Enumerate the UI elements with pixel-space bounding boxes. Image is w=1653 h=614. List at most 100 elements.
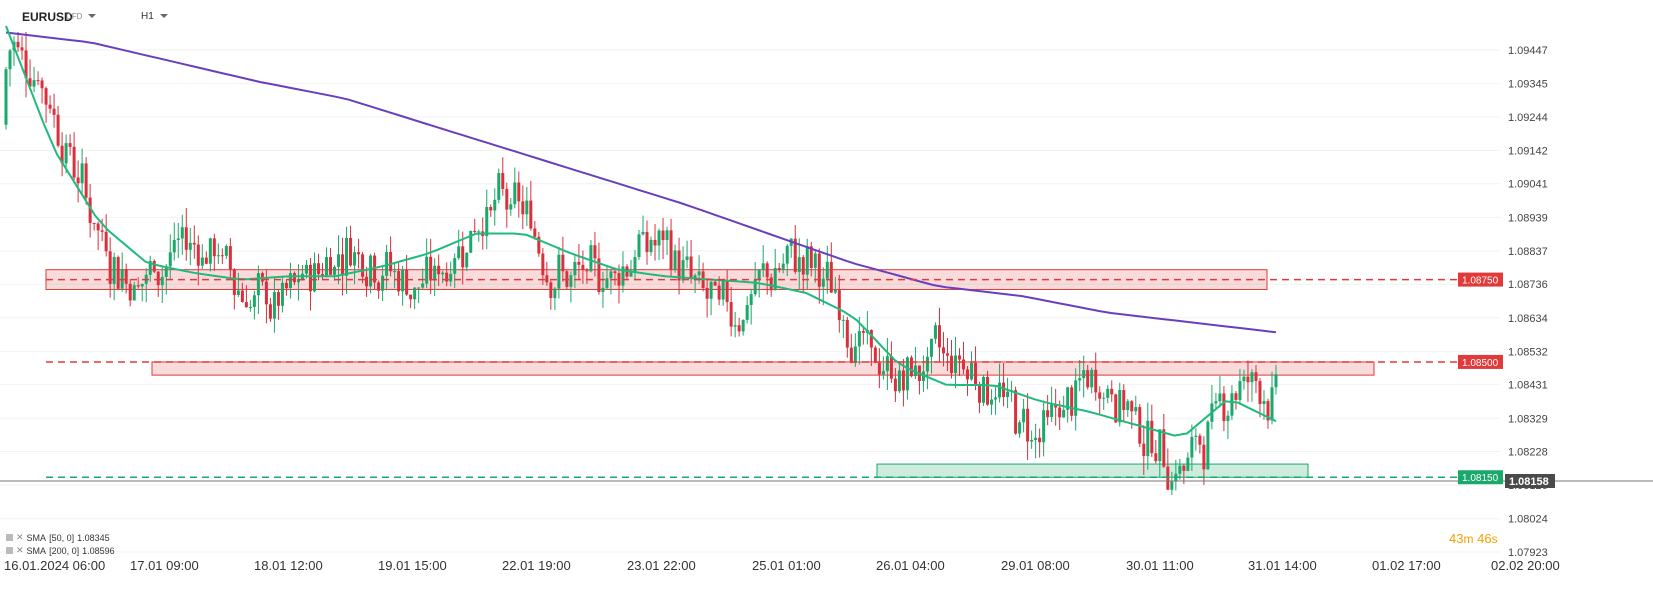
y-tick-label: 1.09447 — [1508, 45, 1548, 57]
candle-body — [769, 277, 773, 291]
price-axis[interactable]: 1.09447 1.09345 1.09244 1.09142 1.09041 1.089… — [1508, 45, 1548, 559]
candle-body — [84, 163, 88, 198]
candle-body — [1118, 390, 1122, 423]
x-tick-label: 02.02 20:00 — [1491, 558, 1560, 573]
candle-body — [1078, 378, 1082, 381]
price-zone[interactable] — [151, 361, 1375, 376]
candle-body — [585, 269, 589, 272]
candle-body — [1150, 420, 1154, 454]
candle-body — [645, 231, 649, 253]
price-level-tag-text: 1.08150 — [1462, 473, 1499, 484]
time-axis[interactable]: 16.01.2024 06:00 17.01 09:00 18.01 12:00 19… — [4, 558, 1560, 573]
candlesticks — [4, 31, 1278, 496]
candle-body — [220, 255, 224, 257]
candle-body — [617, 273, 621, 286]
y-tick-label: 1.07923 — [1508, 547, 1548, 559]
candle-body — [953, 355, 957, 374]
remove-indicator-icon[interactable]: ✕ — [16, 532, 24, 542]
candle-body — [941, 347, 945, 354]
candle-body — [990, 399, 994, 405]
price-level-tag[interactable] — [1458, 354, 1503, 369]
candle-body — [673, 250, 677, 270]
candle-body — [785, 245, 789, 264]
candle-body — [437, 265, 441, 275]
candle-body — [1166, 466, 1170, 490]
candle-body — [316, 263, 320, 275]
candle-body — [168, 252, 172, 267]
candle-body — [1246, 376, 1250, 383]
candle-body — [573, 261, 577, 276]
candle-body — [1034, 437, 1038, 441]
y-tick-label: 1.08736 — [1508, 279, 1548, 291]
symbol-name[interactable]: EURUSD — [22, 10, 73, 24]
candle-body — [697, 271, 701, 276]
candle-body — [665, 230, 669, 241]
y-tick-label: 1.09041 — [1508, 179, 1548, 191]
candle-body — [1226, 415, 1230, 421]
candle-body — [633, 257, 637, 272]
candle-body — [60, 145, 64, 164]
candle-body — [845, 319, 849, 348]
candle-body — [473, 230, 477, 232]
candle-body — [733, 325, 737, 327]
x-tick-label: 17.01 09:00 — [130, 558, 199, 573]
candle-body — [653, 239, 657, 246]
candle-body — [609, 271, 613, 279]
candle-body — [284, 282, 288, 289]
candle-body — [1202, 444, 1206, 470]
candle-body — [745, 305, 749, 320]
candle-body — [689, 256, 693, 278]
candle-body — [433, 265, 437, 281]
candle-body — [80, 163, 84, 184]
timeframe-dropdown-icon[interactable] — [160, 14, 168, 18]
candle-body — [1018, 422, 1022, 434]
remove-indicator-icon[interactable]: ✕ — [16, 545, 24, 555]
candle-body — [601, 287, 605, 293]
price-zone[interactable] — [876, 463, 1309, 478]
candle-body — [909, 357, 913, 377]
x-tick-label: 23.01 22:00 — [627, 558, 696, 573]
candle-body — [1134, 407, 1138, 412]
candle-body — [857, 331, 861, 347]
indicator-settings-icon[interactable] — [6, 547, 13, 554]
timeframe-selector[interactable]: H1 — [141, 11, 154, 22]
candle-body — [333, 266, 337, 275]
candle-body — [994, 397, 998, 400]
candle-body — [461, 246, 465, 268]
candle-body — [1190, 436, 1194, 458]
legend-sma50: ✕ SMA [50, 0] 1.08345 — [6, 531, 115, 544]
candle-body — [397, 271, 401, 292]
legend-sma200: ✕ SMA [200, 0] 1.08596 — [6, 544, 115, 557]
candle-body — [685, 256, 689, 261]
candle-body — [1258, 381, 1262, 404]
y-tick-label: 1.09244 — [1508, 112, 1548, 124]
candle-body — [829, 261, 833, 293]
candle-body — [1030, 440, 1034, 442]
candle-body — [1162, 429, 1166, 467]
candle-body — [974, 363, 978, 385]
candle-body — [252, 295, 256, 308]
candle-body — [1070, 387, 1074, 416]
candle-body — [517, 182, 521, 202]
price-level-tag[interactable] — [1458, 470, 1503, 485]
candle-body — [1230, 393, 1234, 416]
candle-body — [1198, 435, 1202, 445]
candle-body — [581, 264, 585, 270]
candle-body — [493, 199, 497, 211]
indicator-settings-icon[interactable] — [6, 534, 13, 541]
candle-body — [793, 238, 797, 272]
candle-body — [20, 47, 24, 51]
legend-name: SMA — [26, 532, 47, 543]
candle-body — [52, 108, 56, 115]
candle-body — [873, 347, 877, 363]
candle-body — [677, 250, 681, 281]
price-level-tag[interactable] — [1458, 272, 1503, 287]
x-tick-label: 19.01 15:00 — [378, 558, 447, 573]
candle-body — [417, 287, 421, 289]
candle-body — [765, 263, 769, 278]
candle-body — [525, 200, 529, 215]
symbol-dropdown-icon[interactable] — [88, 14, 96, 18]
candle-body — [228, 246, 232, 270]
candle-body — [248, 307, 252, 309]
